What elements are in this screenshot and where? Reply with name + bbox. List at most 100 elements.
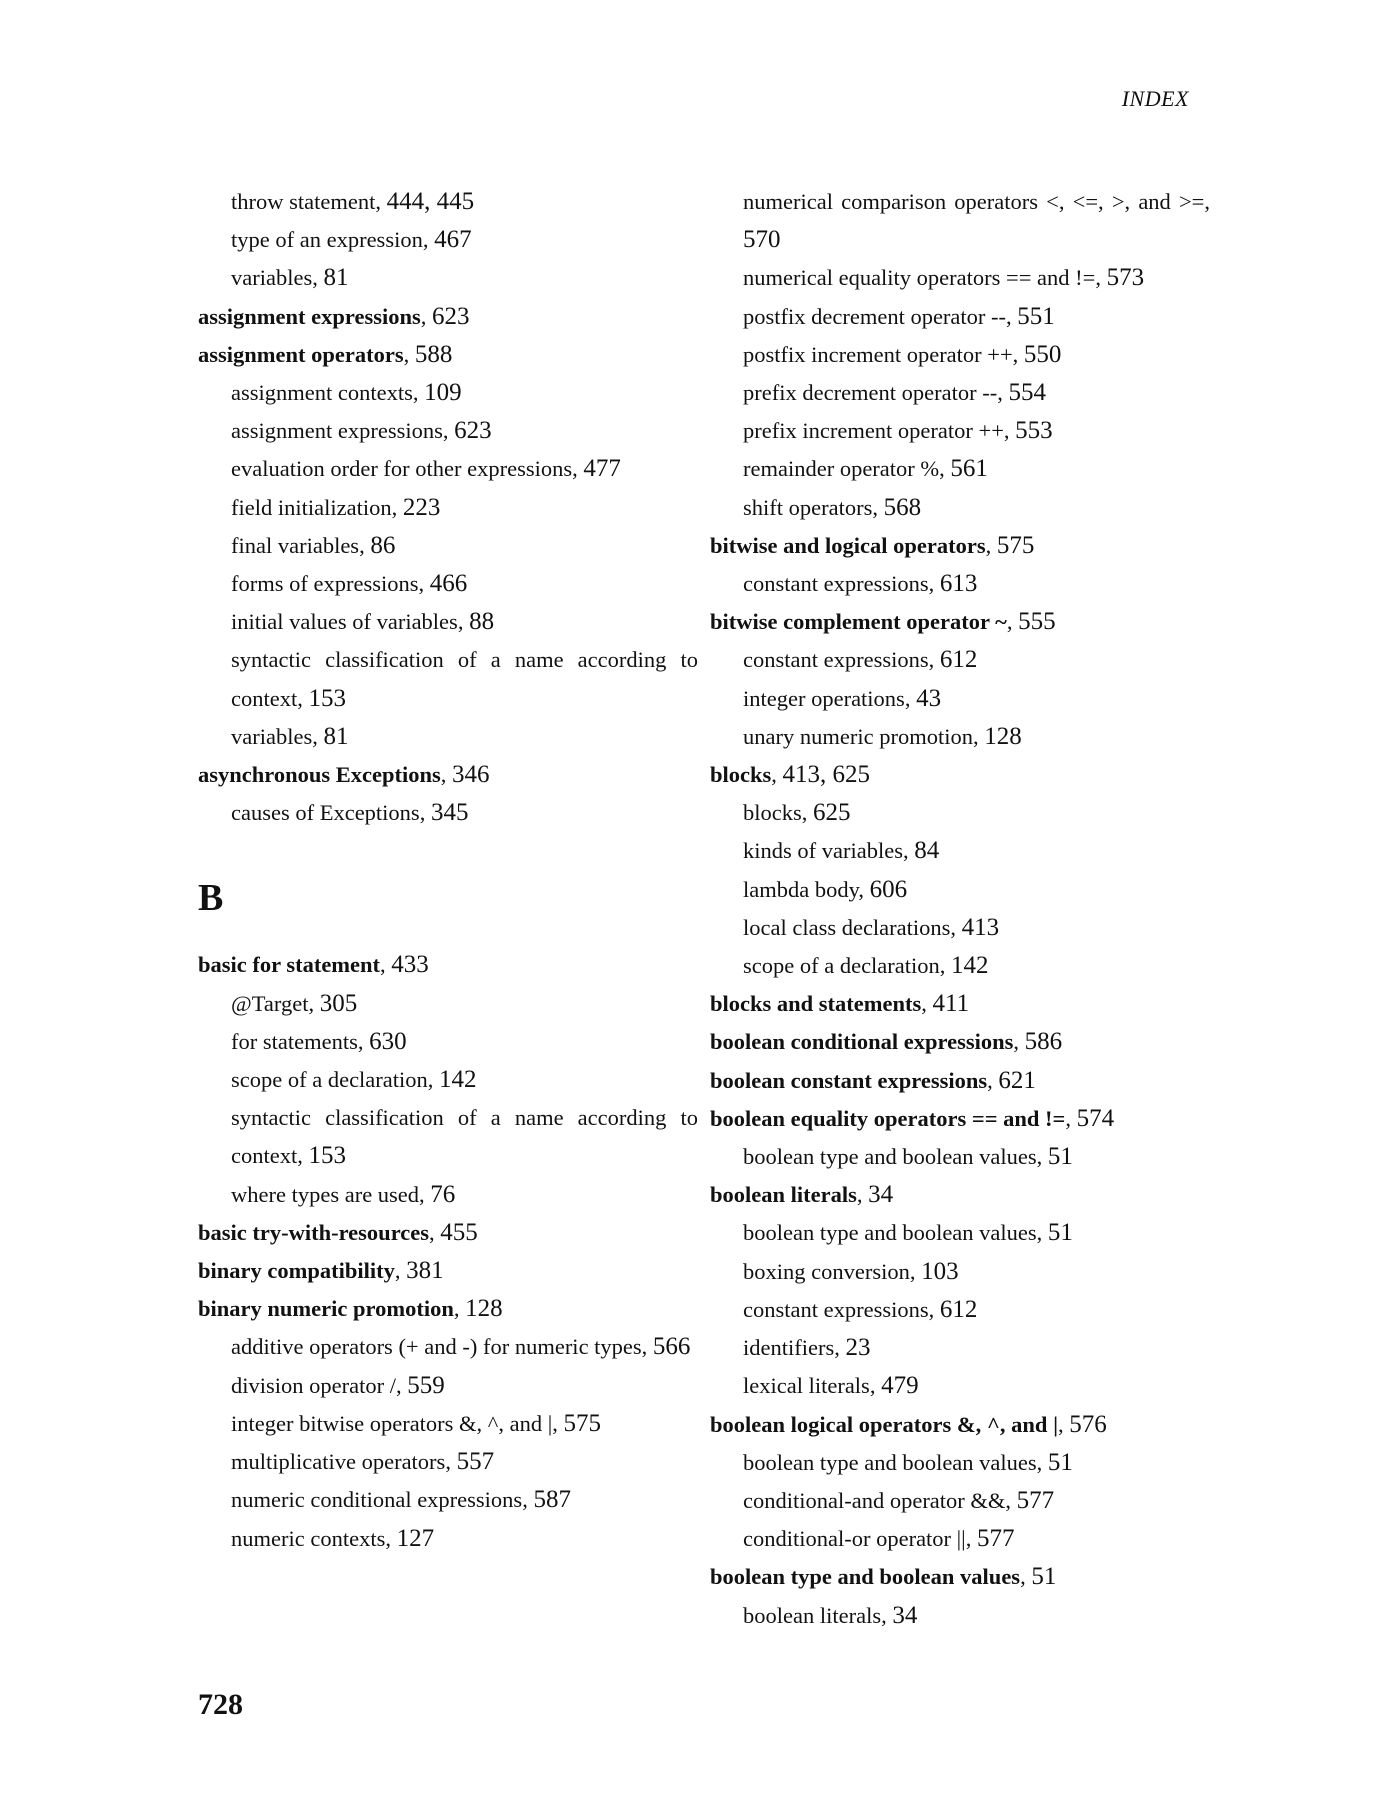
index-subentry: unary numeric promotion, 128 bbox=[710, 718, 1210, 756]
index-entry: binary compatibility, 381 bbox=[198, 1252, 698, 1290]
index-term: where types are used bbox=[231, 1181, 420, 1207]
page-refs: 81 bbox=[323, 264, 349, 292]
index-term: multiplicative operators bbox=[231, 1449, 446, 1475]
index-subentry: boolean type and boolean values, 51 bbox=[710, 1444, 1210, 1482]
separator: , bbox=[950, 914, 962, 940]
index-term: initial values of variables bbox=[231, 609, 458, 635]
index-term: evaluation order for other expressions bbox=[231, 456, 573, 482]
index-term: binary compatibility bbox=[198, 1258, 395, 1284]
index-term: lexical literals bbox=[743, 1373, 870, 1399]
letter-heading: B bbox=[198, 877, 224, 920]
index-entry: basic try-with-resources, 455 bbox=[198, 1214, 698, 1252]
separator: , bbox=[965, 1526, 977, 1552]
page-refs: 51 bbox=[1047, 1219, 1073, 1247]
page-refs: 467 bbox=[434, 226, 472, 254]
page-refs: 551 bbox=[1017, 302, 1055, 330]
index-subentry: causes of Exceptions, 345 bbox=[198, 794, 698, 832]
page-number: 728 bbox=[198, 1688, 243, 1721]
page-refs: 51 bbox=[1031, 1563, 1057, 1591]
separator: , bbox=[391, 494, 403, 520]
index-entry: assignment expressions, 623 bbox=[198, 298, 698, 336]
index-term: boolean constant expressions bbox=[710, 1067, 988, 1093]
index-subentry: variables, 81 bbox=[198, 718, 698, 756]
separator: , bbox=[412, 380, 425, 406]
page-refs: 557 bbox=[456, 1448, 495, 1476]
separator: , bbox=[1095, 265, 1107, 291]
page-refs: 621 bbox=[998, 1066, 1036, 1094]
index-entry: boolean logical operators &, ^, and |, 5… bbox=[710, 1406, 1210, 1444]
separator: , bbox=[1013, 1029, 1025, 1055]
page-refs: 142 bbox=[951, 952, 989, 980]
page-refs: 553 bbox=[1015, 417, 1053, 445]
index-subentry: blocks, 625 bbox=[710, 794, 1210, 832]
index-subentry: kinds of variables, 84 bbox=[710, 832, 1210, 870]
page-refs: 444, 445 bbox=[386, 188, 475, 215]
index-term: variables bbox=[231, 723, 313, 749]
index-subentry: assignment contexts, 109 bbox=[198, 374, 698, 412]
page-refs: 479 bbox=[881, 1372, 919, 1400]
index-term: boolean literals bbox=[710, 1182, 857, 1208]
separator: , bbox=[522, 1487, 534, 1513]
index-subentry: boolean type and boolean values, 51 bbox=[710, 1214, 1210, 1252]
index-term: bitwise complement operator ~ bbox=[710, 609, 1007, 635]
index-term: for statements bbox=[231, 1028, 358, 1054]
page-refs: 466 bbox=[429, 570, 468, 598]
index-entry: bitwise complement operator ~, 555 bbox=[710, 603, 1210, 641]
index-subentry: boolean literals, 34 bbox=[710, 1597, 1210, 1635]
page-refs: 103 bbox=[921, 1257, 959, 1285]
separator: , bbox=[1058, 1411, 1070, 1437]
page-refs: 554 bbox=[1008, 379, 1047, 407]
index-term: variables bbox=[231, 265, 313, 291]
index-subentry: constant expressions, 613 bbox=[710, 565, 1210, 603]
index-term: basic try-with-resources bbox=[198, 1219, 429, 1245]
index-group-b: basic for statement, 433 @Target, 305 for … bbox=[198, 946, 698, 1557]
separator: , bbox=[985, 532, 997, 558]
index-term: syntactic classification of a name accor… bbox=[231, 1105, 698, 1169]
index-subentry: syntactic classification of a name accor… bbox=[198, 641, 698, 717]
index-term: forms of expressions bbox=[231, 571, 419, 597]
index-subentry: conditional-or operator ||, 577 bbox=[710, 1520, 1210, 1558]
separator: , bbox=[572, 456, 584, 482]
index-term: identifiers bbox=[743, 1335, 835, 1361]
page-refs: 559 bbox=[407, 1371, 445, 1399]
page-refs: 346 bbox=[452, 761, 490, 789]
index-term: conditional-and operator && bbox=[743, 1487, 1006, 1513]
page-refs: 570 bbox=[743, 226, 781, 254]
page-refs: 223 bbox=[402, 493, 441, 521]
index-term: boolean literals bbox=[743, 1602, 882, 1628]
page-refs: 477 bbox=[583, 455, 621, 483]
page-refs: 127 bbox=[396, 1524, 435, 1552]
separator: , bbox=[801, 800, 813, 826]
index-subentry: integer operations, 43 bbox=[710, 680, 1210, 718]
separator: , bbox=[1020, 1564, 1032, 1590]
separator: , bbox=[1006, 609, 1019, 635]
index-subentry: final variables, 86 bbox=[198, 527, 698, 565]
index-subentry: shift operators, 568 bbox=[710, 489, 1210, 527]
index-subentry: numerical equality operators == and !=, … bbox=[710, 259, 1210, 297]
page-refs: 630 bbox=[369, 1027, 407, 1055]
index-term: boolean type and boolean values bbox=[743, 1220, 1037, 1246]
index-subentry: for statements, 630 bbox=[198, 1023, 698, 1061]
page-refs: 128 bbox=[465, 1295, 503, 1323]
index-subentry: type of an expression, 467 bbox=[198, 221, 698, 259]
page-refs: 413, 625 bbox=[782, 761, 871, 789]
index-term: @Target bbox=[231, 990, 309, 1016]
page-refs: 574 bbox=[1076, 1104, 1115, 1132]
index-term: boolean type and boolean values bbox=[743, 1144, 1037, 1170]
separator: , bbox=[987, 1067, 999, 1093]
separator: , bbox=[939, 456, 951, 482]
index-subentry: multiplicative operators, 557 bbox=[198, 1443, 698, 1481]
page-refs: 153 bbox=[308, 1142, 346, 1170]
index-subentry: lambda body, 606 bbox=[710, 871, 1210, 909]
index-entry: blocks, 413, 625 bbox=[710, 756, 1210, 794]
index-entry: asynchronous Exceptions, 346 bbox=[198, 756, 698, 794]
index-term: causes of Exceptions bbox=[231, 800, 420, 826]
index-term: remainder operator % bbox=[743, 456, 940, 482]
index-subentry: prefix increment operator ++, 553 bbox=[710, 412, 1210, 450]
running-head: INDEX bbox=[1121, 86, 1189, 111]
index-term: prefix increment operator ++ bbox=[743, 418, 1004, 444]
page-refs: 81 bbox=[323, 722, 349, 750]
separator: , bbox=[939, 953, 952, 979]
index-subentry: integer bitwise operators &, ^, and |, 5… bbox=[198, 1405, 698, 1443]
separator: , bbox=[552, 1410, 564, 1436]
